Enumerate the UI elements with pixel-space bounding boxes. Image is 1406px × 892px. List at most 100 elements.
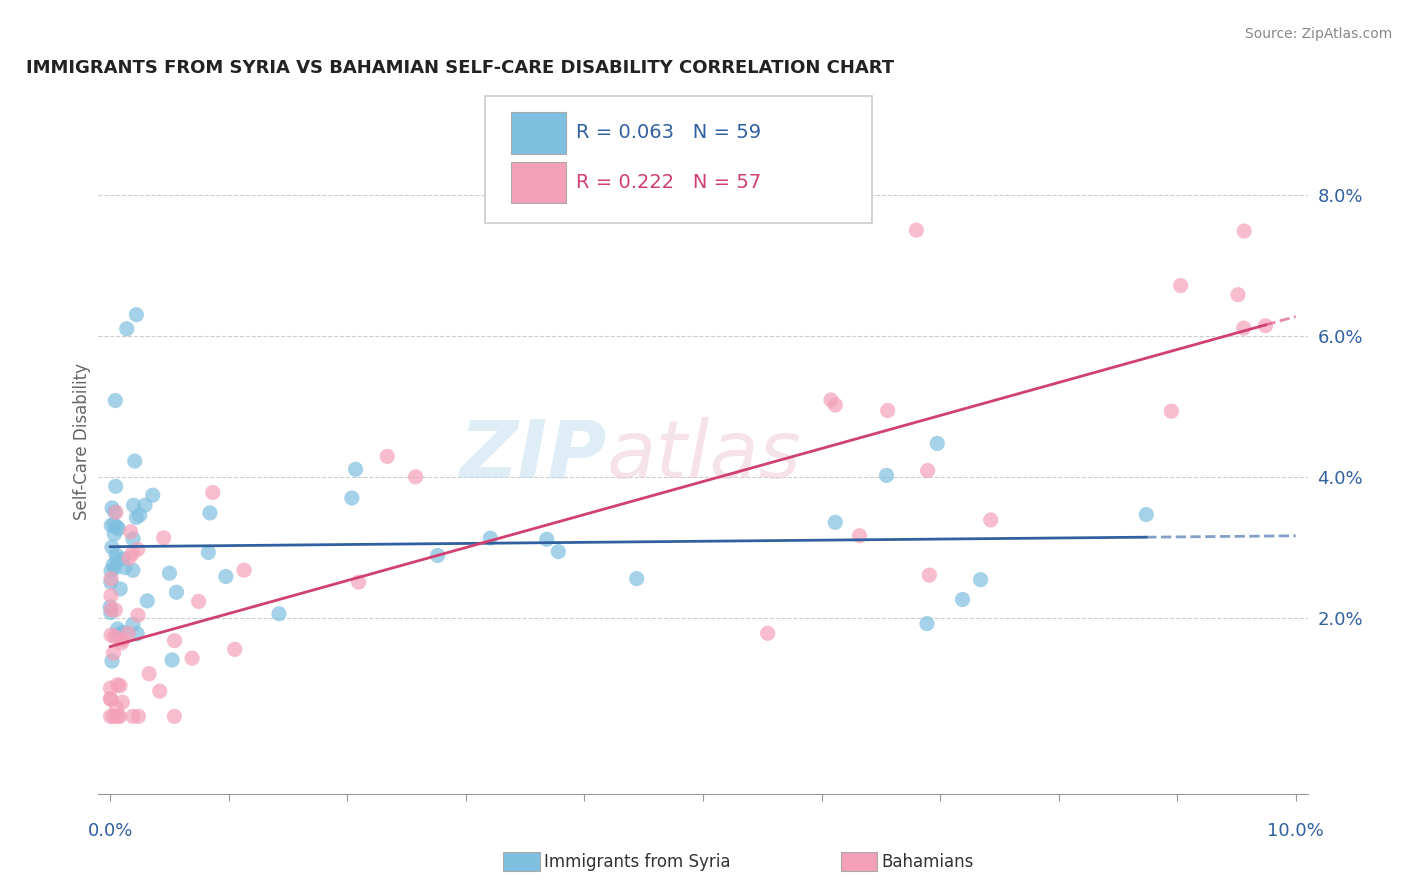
Point bbox=[405, 470, 427, 484]
Point bbox=[163, 709, 186, 723]
Point bbox=[100, 606, 122, 620]
Point bbox=[340, 491, 363, 505]
Point bbox=[536, 533, 558, 547]
Point bbox=[103, 561, 125, 575]
Point bbox=[215, 569, 238, 583]
Point bbox=[100, 564, 122, 578]
Point bbox=[104, 603, 127, 617]
Point bbox=[626, 572, 648, 586]
Text: ZIP: ZIP bbox=[458, 417, 606, 495]
Text: 0.0%: 0.0% bbox=[87, 822, 134, 840]
Point bbox=[107, 522, 129, 536]
Point bbox=[824, 516, 846, 530]
FancyBboxPatch shape bbox=[510, 112, 567, 154]
Point bbox=[1160, 404, 1182, 418]
Point bbox=[100, 681, 122, 695]
Point bbox=[969, 573, 991, 587]
Point bbox=[267, 607, 290, 621]
Point bbox=[820, 392, 842, 407]
Point bbox=[479, 531, 502, 545]
Point bbox=[1233, 224, 1256, 238]
Point bbox=[122, 617, 145, 632]
Point bbox=[118, 551, 141, 566]
Point bbox=[198, 506, 221, 520]
Point bbox=[98, 599, 121, 614]
Point bbox=[233, 563, 256, 577]
Point bbox=[107, 622, 129, 636]
Point bbox=[100, 628, 122, 642]
FancyBboxPatch shape bbox=[510, 161, 567, 203]
Point bbox=[1254, 318, 1277, 333]
Point bbox=[166, 585, 188, 599]
Point bbox=[124, 454, 146, 468]
Point bbox=[848, 529, 870, 543]
Point bbox=[138, 666, 160, 681]
Point bbox=[824, 398, 846, 412]
Point bbox=[122, 499, 145, 513]
Point bbox=[375, 450, 398, 464]
Point bbox=[103, 709, 125, 723]
Point bbox=[115, 322, 138, 336]
Point bbox=[426, 549, 449, 563]
Point bbox=[127, 627, 149, 641]
Point bbox=[224, 642, 246, 657]
Point bbox=[103, 527, 125, 541]
Text: Immigrants from Syria: Immigrants from Syria bbox=[544, 853, 731, 871]
FancyBboxPatch shape bbox=[485, 96, 872, 223]
Point bbox=[125, 510, 148, 524]
Point bbox=[100, 691, 122, 706]
Point bbox=[101, 654, 124, 668]
Point bbox=[112, 552, 135, 566]
Point bbox=[100, 589, 122, 603]
Point bbox=[103, 558, 125, 572]
Point bbox=[917, 464, 939, 478]
Point bbox=[876, 403, 898, 417]
Point bbox=[103, 630, 125, 644]
Point bbox=[103, 517, 125, 532]
Point bbox=[187, 594, 209, 608]
Text: Source: ZipAtlas.com: Source: ZipAtlas.com bbox=[1244, 27, 1392, 41]
Point bbox=[100, 572, 122, 586]
Point bbox=[1227, 287, 1250, 301]
Text: 10.0%: 10.0% bbox=[1267, 822, 1324, 840]
Point bbox=[111, 695, 134, 709]
Point bbox=[927, 436, 949, 450]
Point bbox=[111, 625, 134, 640]
Point bbox=[127, 542, 149, 557]
Point bbox=[127, 608, 149, 623]
Point bbox=[111, 632, 134, 647]
Point bbox=[108, 709, 131, 723]
Point bbox=[100, 692, 122, 706]
Point bbox=[101, 500, 124, 515]
Point bbox=[128, 508, 150, 523]
Y-axis label: Self-Care Disability: Self-Care Disability bbox=[73, 363, 91, 520]
Point bbox=[1170, 278, 1192, 293]
Point bbox=[105, 552, 128, 566]
Point bbox=[104, 548, 127, 562]
Point bbox=[104, 393, 127, 408]
Point bbox=[344, 462, 367, 476]
Point bbox=[107, 709, 129, 723]
Point bbox=[122, 563, 145, 577]
Point bbox=[159, 566, 181, 581]
Text: IMMIGRANTS FROM SYRIA VS BAHAMIAN SELF-CARE DISABILITY CORRELATION CHART: IMMIGRANTS FROM SYRIA VS BAHAMIAN SELF-C… bbox=[25, 59, 894, 77]
Point bbox=[108, 679, 131, 693]
Point bbox=[1135, 508, 1157, 522]
Point bbox=[905, 223, 928, 237]
Point bbox=[152, 531, 174, 545]
Text: R = 0.222   N = 57: R = 0.222 N = 57 bbox=[576, 173, 761, 193]
Point bbox=[108, 582, 131, 596]
Point bbox=[121, 546, 143, 560]
Point bbox=[876, 468, 898, 483]
Point bbox=[122, 709, 145, 723]
Point bbox=[120, 524, 142, 539]
Point bbox=[142, 488, 165, 502]
Point bbox=[104, 505, 127, 519]
Point bbox=[100, 518, 122, 533]
Point bbox=[547, 544, 569, 558]
Point bbox=[136, 594, 159, 608]
Point bbox=[114, 560, 136, 574]
Text: Bahamians: Bahamians bbox=[882, 853, 974, 871]
Point bbox=[134, 498, 156, 512]
Point bbox=[149, 684, 172, 698]
